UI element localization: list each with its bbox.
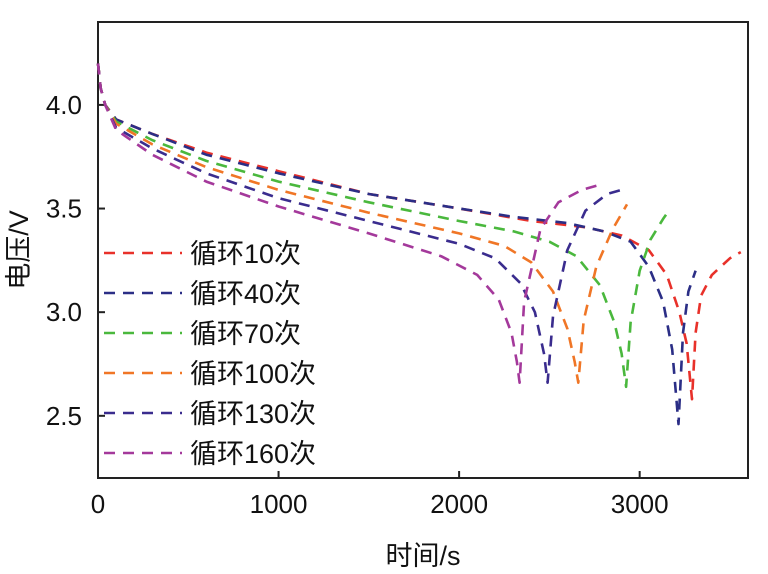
plot-frame [97,21,749,479]
x-tick-label: 1000 [250,489,308,519]
x-tick-label: 0 [91,489,105,519]
y-tick-label: 3.5 [46,194,82,224]
legend-label: 循环160次 [190,439,316,469]
legend-label: 循环10次 [190,239,301,269]
series-line-2 [96,63,672,389]
x-axis-label: 时间/s [385,541,460,571]
y-tick-label: 4.0 [46,90,82,120]
y-tick-label: 2.5 [46,401,82,431]
legend-label: 循环70次 [190,319,301,349]
series-line-1 [96,63,697,426]
x-tick-label: 2000 [430,489,488,519]
legend-label: 循环130次 [190,399,316,429]
series-line-5 [96,63,604,384]
axes [97,21,749,479]
y-axis-label: 电压/V [4,210,34,290]
x-tick-label: 3000 [611,489,669,519]
y-tick-label: 3.0 [46,297,82,327]
legend-label: 循环100次 [190,359,316,389]
series [96,63,742,426]
series-line-3 [96,63,629,384]
legend-label: 循环40次 [190,279,301,309]
ticks: 0 1000 2000 3000 2.5 3.0 3.5 4.0 [46,90,669,519]
